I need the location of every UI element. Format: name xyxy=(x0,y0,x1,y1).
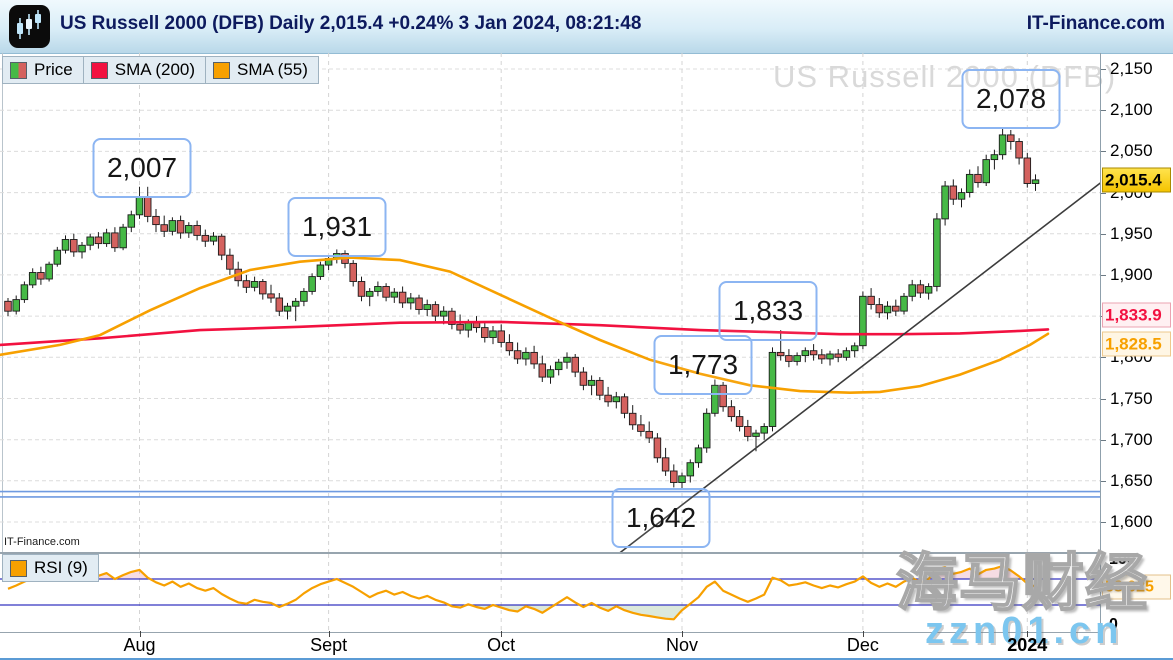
plot-left-border xyxy=(2,53,3,630)
price-tick-mark xyxy=(1101,69,1106,70)
legend-price-label: Price xyxy=(34,60,73,79)
price-tick-label: 1,700 xyxy=(1110,429,1153,449)
price-tag-last: 2,015.4 xyxy=(1102,167,1171,193)
price-tick-mark xyxy=(1101,439,1106,441)
rsi-legend[interactable]: RSI (9) xyxy=(2,554,99,582)
price-tick-label: 1,900 xyxy=(1110,264,1153,284)
time-axis[interactable]: Aug Sept Oct Nov Dec 2024 xyxy=(0,631,1173,658)
time-tick-label: Nov xyxy=(665,635,699,655)
legend-sma200-label: SMA (200) xyxy=(114,60,196,79)
time-tick-label: Sept xyxy=(310,635,348,655)
price-tick-label: 1,600 xyxy=(1110,512,1153,531)
rsi-tick-label: 0 xyxy=(1109,615,1118,633)
price-swatch-icon xyxy=(10,61,27,79)
price-tick-mark xyxy=(1101,522,1106,523)
time-tick-label: Dec xyxy=(846,635,879,655)
main-legend: Price SMA (200) SMA (55) xyxy=(2,56,319,84)
candles xyxy=(4,128,1040,490)
price-tag-sma200: 1,833.9 xyxy=(1102,302,1171,328)
time-tick-mark xyxy=(862,631,864,637)
time-tick-label: 2024 xyxy=(1007,635,1048,655)
price-plot-area[interactable] xyxy=(0,53,1100,555)
window-bottom-border xyxy=(0,658,1173,660)
price-callout: 1,773 xyxy=(653,335,753,395)
candlestick-logo-icon xyxy=(9,5,50,48)
price-axis[interactable]: 2,1502,1002,0502,0001,9501,9001,8501,800… xyxy=(1100,53,1173,555)
price-tick-mark xyxy=(1101,357,1106,359)
price-tick-label: 2,100 xyxy=(1110,100,1153,120)
time-tick-label: Aug xyxy=(123,635,156,655)
sma55-line xyxy=(0,256,1050,395)
legend-sma55[interactable]: SMA (55) xyxy=(206,56,319,84)
price-tick-label: 2,050 xyxy=(1110,141,1153,161)
time-tick-mark xyxy=(501,631,503,637)
brand-link[interactable]: IT-Finance.com xyxy=(1026,13,1165,34)
time-tick-mark xyxy=(139,631,141,637)
price-callout: 2,078 xyxy=(961,69,1061,129)
time-tick-mark xyxy=(682,631,683,637)
price-tick-mark xyxy=(1101,480,1106,482)
rsi-axis[interactable]: 100 0 58.025 xyxy=(1100,550,1173,633)
price-tick-label: 2,150 xyxy=(1110,59,1153,78)
price-tick-mark xyxy=(1101,398,1106,400)
chart-title: US Russell 2000 (DFB) Daily 2,015.4 +0.2… xyxy=(60,13,642,34)
price-tag-sma55: 1,828.5 xyxy=(1102,331,1171,357)
sma55-swatch-icon xyxy=(213,61,231,79)
price-tick-mark xyxy=(1101,274,1106,276)
rsi-panel[interactable] xyxy=(0,552,1100,633)
legend-sma55-label: SMA (55) xyxy=(237,60,308,79)
sma200-line xyxy=(0,320,1050,347)
watermark-url: zzn01.cn xyxy=(925,610,1124,652)
price-tick-label: 1,650 xyxy=(1110,470,1153,490)
legend-sma200[interactable]: SMA (200) xyxy=(83,56,207,84)
rsi-tick-label: 100 xyxy=(1109,550,1136,568)
legend-price[interactable]: Price xyxy=(2,56,84,84)
price-callout: 1,833 xyxy=(718,281,818,341)
time-tick-mark xyxy=(1027,631,1029,637)
time-tick-mark xyxy=(328,631,330,637)
trendline xyxy=(616,182,1100,555)
price-tick-mark xyxy=(1101,151,1106,153)
price-tick-mark xyxy=(1101,233,1106,235)
rsi-legend-label: RSI (9) xyxy=(34,558,88,577)
watermark-cn: 海马财经 xyxy=(895,549,1149,618)
price-tick-mark xyxy=(1101,192,1106,194)
rsi-value-tag: 58.025 xyxy=(1102,574,1171,600)
price-callout: 1,931 xyxy=(287,197,387,257)
price-callout: 2,007 xyxy=(92,138,192,198)
sma200-swatch-icon xyxy=(90,61,108,79)
price-callout: 1,642 xyxy=(611,488,711,548)
rsi-line xyxy=(7,564,1036,621)
price-tick-label: 1,750 xyxy=(1110,388,1153,408)
watermark-brand-small: IT-Finance.com xyxy=(4,536,80,548)
time-tick-label: Oct xyxy=(487,635,516,655)
rsi-swatch-icon xyxy=(10,559,27,577)
title-bar: US Russell 2000 (DFB) Daily 2,015.4 +0.2… xyxy=(0,0,1173,54)
price-tick-mark xyxy=(1101,110,1106,112)
price-tick-label: 1,950 xyxy=(1110,223,1153,243)
